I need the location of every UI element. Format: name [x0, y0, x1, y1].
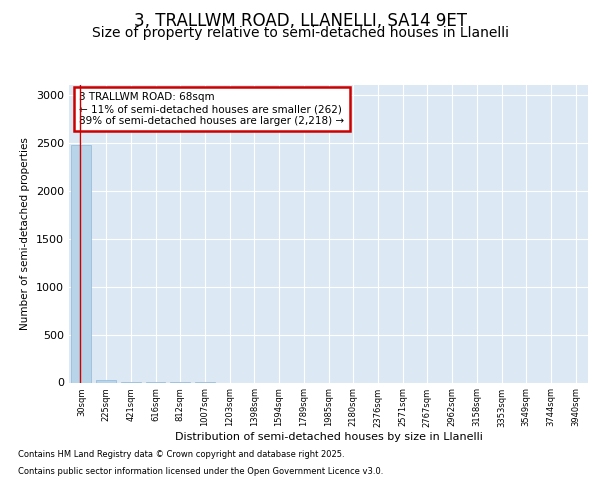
Y-axis label: Number of semi-detached properties: Number of semi-detached properties: [20, 138, 31, 330]
Text: 3 TRALLWM ROAD: 68sqm
← 11% of semi-detached houses are smaller (262)
89% of sem: 3 TRALLWM ROAD: 68sqm ← 11% of semi-deta…: [79, 92, 344, 126]
Bar: [71, 144, 91, 382]
Text: 3, TRALLWM ROAD, LLANELLI, SA14 9ET: 3, TRALLWM ROAD, LLANELLI, SA14 9ET: [133, 12, 467, 30]
Text: Contains public sector information licensed under the Open Government Licence v3: Contains public sector information licen…: [18, 468, 383, 476]
X-axis label: Distribution of semi-detached houses by size in Llanelli: Distribution of semi-detached houses by …: [175, 432, 482, 442]
Text: Contains HM Land Registry data © Crown copyright and database right 2025.: Contains HM Land Registry data © Crown c…: [18, 450, 344, 459]
Bar: [96, 380, 116, 382]
Text: Size of property relative to semi-detached houses in Llanelli: Size of property relative to semi-detach…: [91, 26, 509, 40]
